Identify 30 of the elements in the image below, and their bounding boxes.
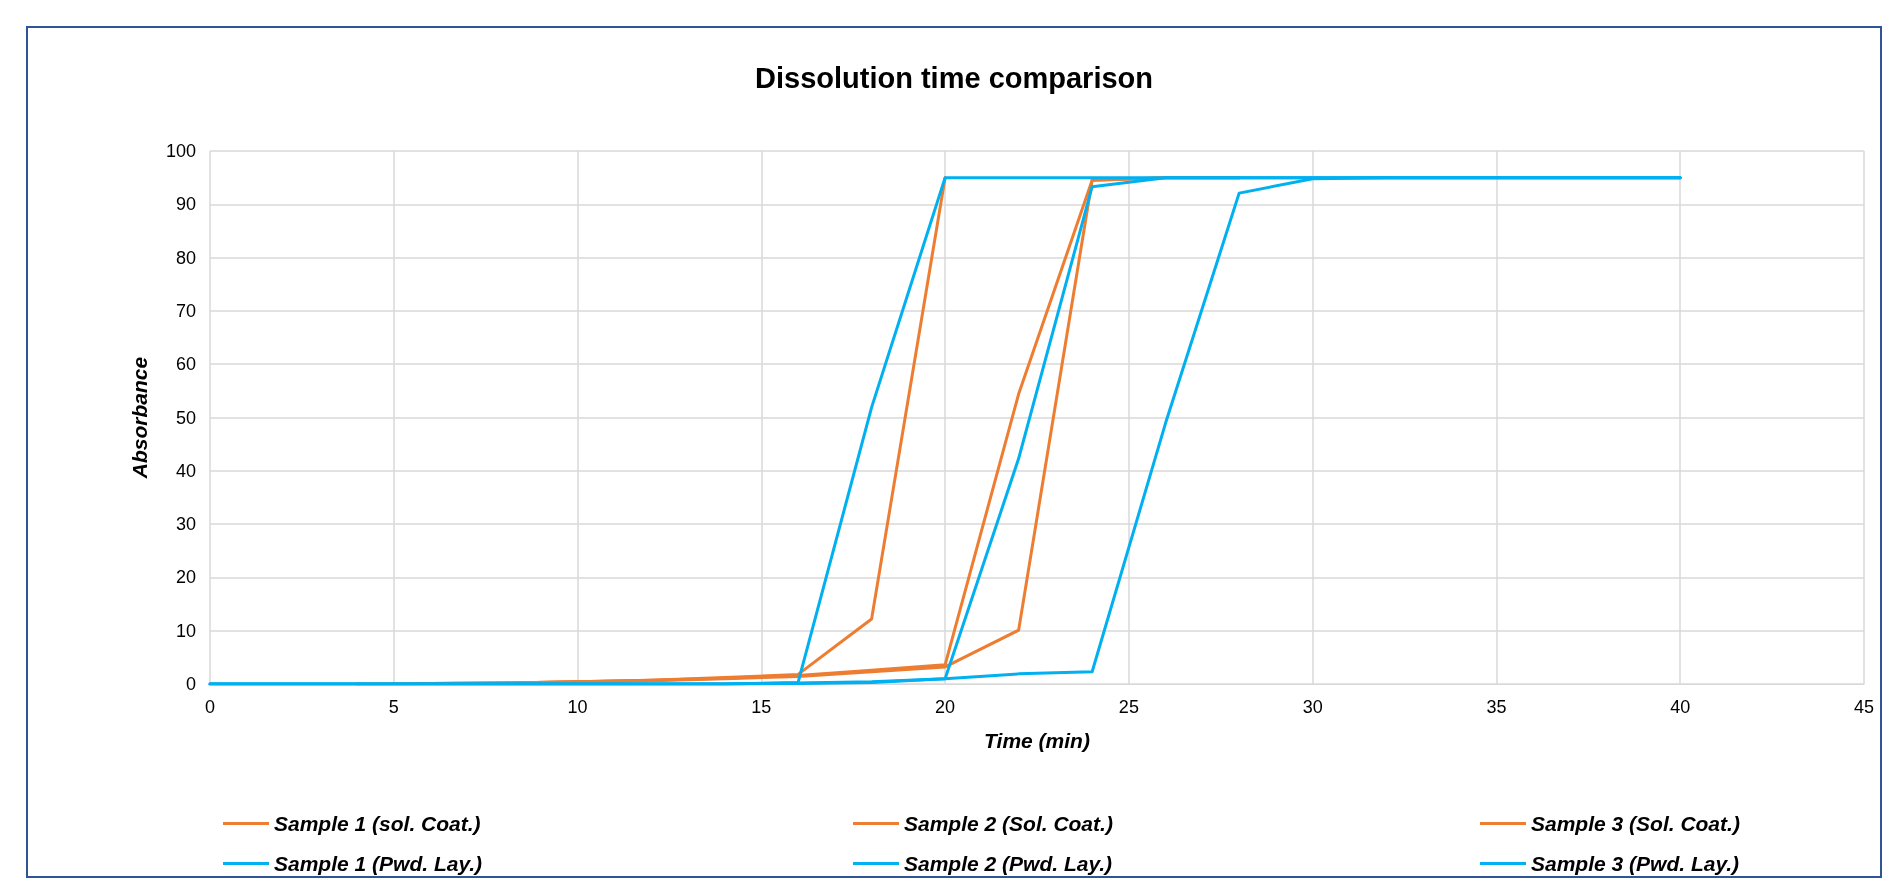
y-tick-label: 40: [175, 460, 196, 481]
x-tick-label: 40: [1670, 697, 1691, 717]
legend-label: Sample 3 (Pwd. Lay.): [1531, 852, 1740, 875]
x-tick-label: 35: [1486, 697, 1507, 717]
y-tick-label: 90: [175, 194, 196, 215]
x-tick-label: 10: [567, 697, 588, 717]
legend-label: Sample 2 (Pwd. Lay.): [904, 852, 1113, 875]
x-axis-title: Time (min): [984, 729, 1090, 752]
y-tick-label: 0: [185, 674, 196, 694]
x-tick-label: 20: [935, 697, 956, 717]
chart-title: Dissolution time comparison: [755, 61, 1153, 94]
x-tick-label: 45: [1853, 697, 1875, 717]
y-tick-label: 80: [175, 247, 196, 268]
x-tick-label: 0: [204, 697, 216, 717]
y-tick-label: 50: [175, 407, 196, 428]
y-tick-label: 70: [175, 300, 196, 321]
x-tick-label: 5: [388, 697, 399, 717]
y-tick-label: 100: [165, 141, 196, 161]
y-tick-label: 30: [175, 514, 196, 535]
y-tick-label: 10: [175, 620, 196, 641]
x-tick-label: 15: [751, 697, 772, 717]
y-tick-label: 20: [175, 567, 196, 588]
legend-label: Sample 2 (Sol. Coat.): [904, 812, 1113, 835]
legend-label: Sample 3 (Sol. Coat.): [1531, 812, 1740, 835]
legend-label: Sample 1 (Pwd. Lay.): [274, 852, 483, 875]
y-tick-label: 60: [175, 354, 196, 375]
x-tick-label: 30: [1302, 697, 1323, 717]
legend-label: Sample 1 (sol. Coat.): [274, 812, 481, 835]
x-tick-label: 25: [1118, 697, 1139, 717]
y-axis-title: Absorbance: [128, 356, 151, 480]
